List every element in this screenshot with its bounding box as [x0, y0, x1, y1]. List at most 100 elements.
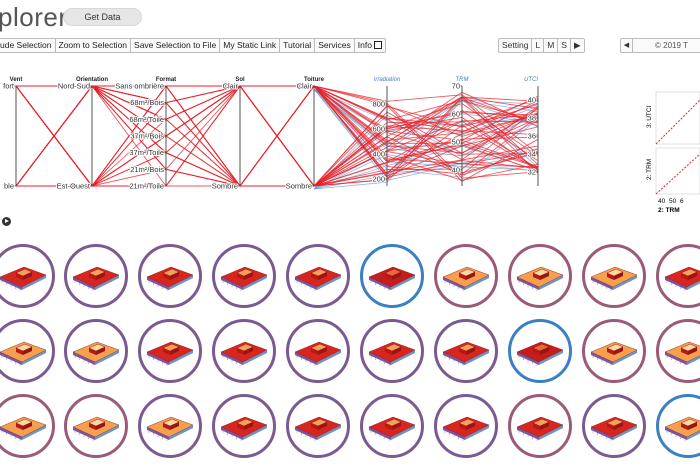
pc-tick-label: Sombre: [286, 182, 312, 191]
scenario-thumbnail[interactable]: [0, 319, 55, 383]
scenario-thumbnail[interactable]: [286, 394, 350, 458]
heat-map-icon: [442, 266, 490, 291]
scenario-thumbnail[interactable]: [434, 244, 498, 308]
setting-button[interactable]: Setting: [499, 39, 533, 52]
shade-side: [170, 422, 179, 430]
tutorial-button[interactable]: Tutorial: [280, 39, 316, 52]
shade-side: [16, 423, 23, 430]
scenario-thumbnail[interactable]: [64, 319, 128, 383]
prev-arrow-icon[interactable]: ◀: [621, 39, 633, 52]
get-data-button[interactable]: Get Data: [63, 8, 142, 26]
scenario-thumbnail[interactable]: [286, 244, 350, 308]
shade-side: [607, 423, 614, 430]
shade-side: [459, 423, 466, 430]
scenario-thumbnail[interactable]: [508, 394, 572, 458]
scenario-thumbnail[interactable]: [360, 244, 424, 308]
shade-side: [318, 422, 327, 430]
pc-lines: [15, 85, 539, 187]
scenario-thumbnail[interactable]: [582, 319, 646, 383]
heat-map-icon: [0, 416, 47, 441]
plate-edge: [613, 275, 637, 290]
scenario-thumbnail[interactable]: [138, 244, 202, 308]
scenario-thumbnail[interactable]: [0, 244, 55, 308]
shade-side: [244, 272, 253, 280]
pc-axis-title[interactable]: UTCI: [524, 77, 538, 83]
shade-side: [607, 348, 614, 355]
pc-axis-title[interactable]: Orientation: [76, 77, 108, 83]
scenario-thumbnail[interactable]: [582, 394, 646, 458]
shade-side: [96, 272, 105, 280]
pc-tick-label: 68m²/Toile: [129, 115, 164, 124]
shade-side: [163, 423, 170, 430]
scenario-thumbnail[interactable]: [508, 319, 572, 383]
heat-map-icon: [72, 266, 120, 291]
scenario-thumbnail[interactable]: [212, 244, 276, 308]
pc-axis-title[interactable]: Toiture: [304, 77, 325, 83]
scenario-thumbnail[interactable]: [434, 319, 498, 383]
scenario-thumbnail[interactable]: [0, 394, 55, 458]
scenario-thumbnail[interactable]: [64, 394, 128, 458]
shade-side: [89, 423, 96, 430]
shade-side: [614, 347, 623, 355]
scenario-thumbnail[interactable]: [138, 394, 202, 458]
scenario-thumbnail[interactable]: [64, 244, 128, 308]
scenario-thumbnail[interactable]: [212, 394, 276, 458]
plate-edge: [613, 350, 637, 365]
plate-edge: [73, 427, 95, 440]
shade-side: [681, 273, 688, 280]
exclude-selection-button[interactable]: ude Selection: [0, 39, 56, 52]
scenario-thumbnail[interactable]: [138, 319, 202, 383]
expand-toggle-icon[interactable]: [2, 217, 11, 226]
plate-edge: [391, 275, 415, 290]
info-label: Info: [357, 40, 372, 50]
pc-axis-title[interactable]: Irradiation: [374, 77, 401, 83]
plate-edge: [243, 350, 267, 365]
pc-tick-label: 50: [452, 138, 460, 147]
scenario-thumbnail[interactable]: [360, 394, 424, 458]
scenario-thumbnail[interactable]: [212, 319, 276, 383]
parallel-coordinates-chart[interactable]: Vent fort ble Orientation Nord-Sud Est-Ouest F…: [0, 74, 545, 199]
plate-edge: [687, 355, 700, 365]
shade-side: [540, 422, 549, 430]
play-icon[interactable]: ▶: [573, 40, 581, 50]
pc-axis-title[interactable]: Format: [156, 77, 176, 83]
scenario-thumbnail[interactable]: [360, 319, 424, 383]
scenario-thumbnail[interactable]: [656, 394, 700, 458]
pc-axis-title[interactable]: Vent: [10, 77, 23, 83]
scenario-thumbnail[interactable]: [656, 244, 700, 308]
scenario-thumbnail[interactable]: [434, 394, 498, 458]
plate-edge: [221, 352, 243, 365]
scenario-thumbnail[interactable]: [656, 319, 700, 383]
plate-edge: [295, 352, 317, 365]
info-button[interactable]: Info: [355, 39, 385, 52]
scatter-matrix[interactable]: 3: UTCI 2: TRM 40 50 6 2: TRM: [640, 90, 700, 220]
plate-edge: [665, 277, 687, 290]
scenario-thumbnail[interactable]: [286, 319, 350, 383]
plate-edge: [391, 350, 415, 365]
thumbnail-grid: [0, 244, 700, 466]
shade-side: [385, 348, 392, 355]
pc-axis-title[interactable]: TRM: [456, 77, 469, 83]
scatter-points: [655, 153, 700, 195]
pc-axis-title[interactable]: Sol: [235, 77, 245, 83]
zoom-to-selection-button[interactable]: Zoom to Selection: [56, 39, 132, 52]
scenario-thumbnail[interactable]: [508, 244, 572, 308]
static-link-button[interactable]: My Static Link: [220, 39, 281, 52]
size-large-button[interactable]: L: [532, 39, 545, 52]
size-small-button[interactable]: S: [558, 39, 571, 52]
scatter-panel-trm[interactable]: [655, 147, 700, 195]
size-medium-button[interactable]: M: [544, 39, 559, 52]
scenario-thumbnail[interactable]: [582, 244, 646, 308]
heat-map-icon: [220, 416, 268, 441]
scatter-panel-utci[interactable]: [655, 91, 700, 145]
external-link-icon: [373, 41, 382, 49]
pc-tick-label: 70: [452, 82, 460, 91]
copyright-nav: ◀ © 2019 T: [620, 38, 700, 53]
plate-edge: [0, 352, 22, 365]
size-button-group: Setting L M S ▶: [498, 38, 585, 53]
plate-edge: [221, 427, 243, 440]
save-selection-button[interactable]: Save Selection to File: [131, 39, 221, 52]
services-button[interactable]: Services: [315, 39, 355, 52]
